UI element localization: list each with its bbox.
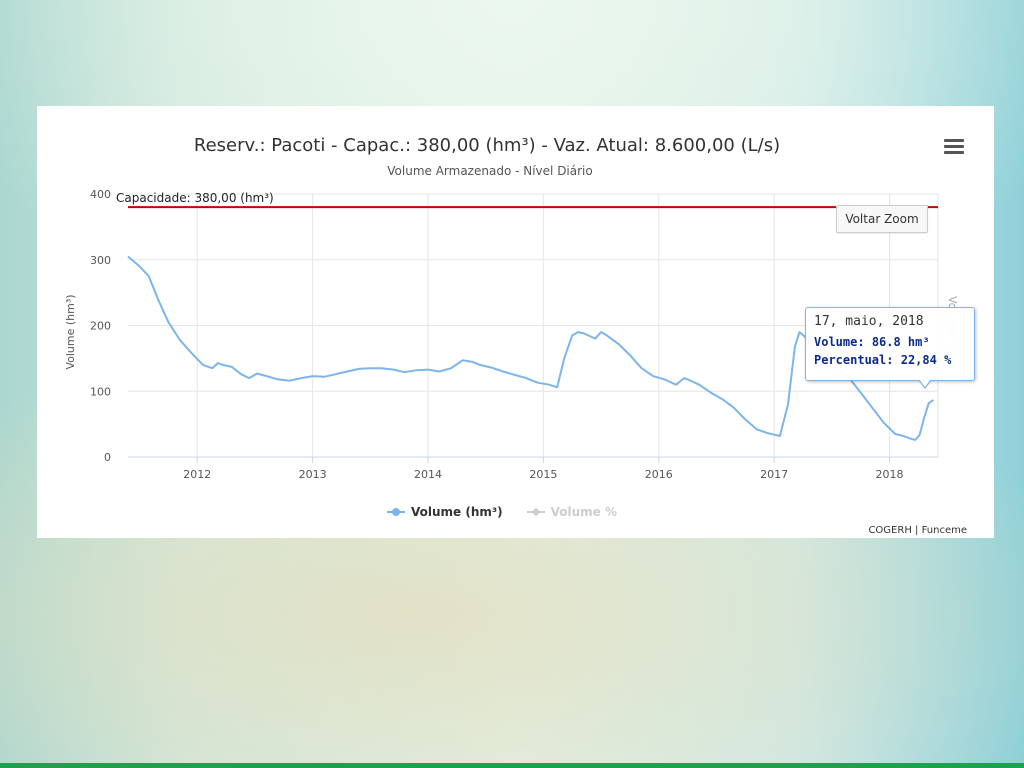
hamburger-menu-icon-bar bbox=[944, 145, 964, 148]
y-tick-label: 0 bbox=[104, 451, 111, 464]
legend-line-marker-icon bbox=[387, 507, 405, 517]
legend-diamond-marker-icon bbox=[526, 507, 545, 517]
hamburger-menu-icon-bar bbox=[944, 151, 964, 154]
tooltip-volume-row: Volume: 86.8 hm³ bbox=[814, 335, 966, 349]
y-axis-title: Volume (hm³) bbox=[64, 294, 77, 369]
chart-subtitle: Volume Armazenado - Nível Diário bbox=[387, 164, 592, 178]
y-tick-label: 300 bbox=[90, 254, 111, 267]
tooltip-percent-row: Percentual: 22,84 % bbox=[814, 353, 966, 367]
tooltip-volume-label: Volume: bbox=[814, 335, 865, 349]
legend: Volume (hm³) Volume % bbox=[387, 502, 617, 522]
legend-item-volume[interactable]: Volume (hm³) bbox=[387, 505, 503, 519]
chart-menu-button[interactable] bbox=[941, 136, 967, 158]
y-tick-label: 400 bbox=[90, 188, 111, 201]
legend-item-volume-percent[interactable]: Volume % bbox=[526, 505, 617, 519]
chart-tooltip: 17, maio, 2018 Volume: 86.8 hm³ Percentu… bbox=[805, 307, 975, 389]
legend-label-volume: Volume (hm³) bbox=[411, 505, 503, 519]
tooltip-percent-value: 22,84 % bbox=[900, 353, 952, 367]
x-tick-label: 2017 bbox=[760, 468, 788, 481]
reset-zoom-button[interactable]: Voltar Zoom bbox=[836, 205, 928, 233]
tooltip-percent-label: Percentual: bbox=[814, 353, 894, 367]
tooltip-volume-value: 86.8 hm³ bbox=[871, 335, 930, 349]
chart-title: Reserv.: Pacoti - Capac.: 380,00 (hm³) -… bbox=[194, 135, 780, 156]
chart-container: Reserv.: Pacoti - Capac.: 380,00 (hm³) -… bbox=[37, 106, 994, 538]
chart-credits[interactable]: COGERH | Funceme bbox=[868, 525, 967, 536]
capacity-plot-line: Capacidade: 380,00 (hm³) bbox=[116, 191, 938, 209]
x-tick-label: 2016 bbox=[645, 468, 673, 481]
capacity-line-label: Capacidade: 380,00 (hm³) bbox=[116, 191, 274, 205]
y-axis-ticks: 0 100 200 300 400 bbox=[90, 188, 111, 464]
slide-bottom-bar bbox=[0, 763, 1024, 768]
x-tick-label: 2014 bbox=[414, 468, 442, 481]
x-tick-label: 2015 bbox=[529, 468, 557, 481]
x-tick-label: 2012 bbox=[183, 468, 211, 481]
tooltip-date: 17, maio, 2018 bbox=[814, 314, 924, 329]
y-tick-label: 100 bbox=[90, 385, 111, 398]
x-axis-ticks: 2012 2013 2014 2015 2016 2017 2018 bbox=[183, 468, 903, 481]
legend-label-volume-percent: Volume % bbox=[550, 505, 617, 519]
x-tick-label: 2018 bbox=[876, 468, 904, 481]
hamburger-menu-icon bbox=[944, 139, 964, 142]
y-tick-label: 200 bbox=[90, 320, 111, 333]
x-tick-label: 2013 bbox=[299, 468, 327, 481]
tooltip-pointer-inner-icon bbox=[919, 379, 931, 387]
